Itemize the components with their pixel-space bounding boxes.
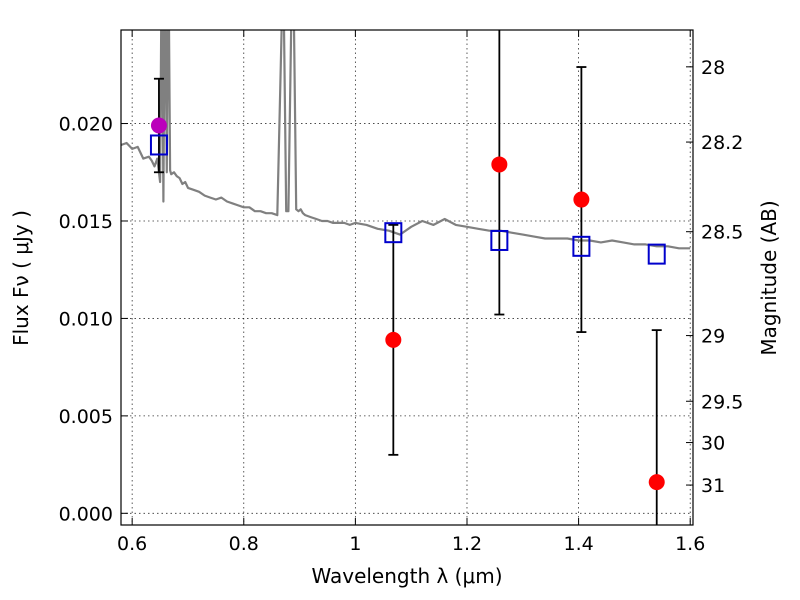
model-photometry-square [572, 235, 591, 257]
y-tick-label: 0.005 [59, 406, 113, 428]
observed-point [648, 474, 665, 491]
x-tick-label: 1.6 [675, 533, 705, 555]
model-photometry-square [490, 229, 509, 251]
x-axis-label: Wavelength λ (μm) [311, 564, 502, 588]
y2-tick-label: 29.5 [701, 391, 743, 413]
x-axis-ticks: 0.6 0.8 1 1.2 1.4 1.6 [117, 30, 705, 555]
x-tick-label: 0.8 [229, 533, 259, 555]
x-tick-label: 1.2 [452, 533, 482, 555]
y-tick-label: 0.015 [59, 211, 113, 233]
x-tick-label: 1 [349, 533, 361, 555]
model-photometry-square [647, 243, 666, 265]
spectrum-line [121, 30, 691, 250]
y2-tick-label: 28.2 [701, 132, 743, 154]
y-tick-label: 0.000 [59, 503, 113, 525]
y2-tick-label: 30 [701, 433, 725, 455]
y-tick-label: 0.020 [59, 114, 113, 136]
observed-point [491, 156, 508, 173]
observed-point [573, 191, 590, 208]
model-photometry-square [384, 222, 403, 244]
y2-tick-label: 29 [701, 326, 725, 348]
y-tick-label: 0.010 [59, 308, 113, 330]
y2-tick-label: 28 [701, 57, 725, 79]
observed-point [385, 331, 402, 348]
model-photometry-square [149, 134, 168, 156]
y2-axis-ticks: 28 28.2 28.5 29 29.5 30 31 [686, 57, 743, 497]
observed-point [150, 117, 167, 134]
y-axis-label: Flux Fν ( μJy ) [9, 210, 33, 346]
y2-axis-label: Magnitude (AB) [757, 200, 781, 355]
y2-tick-label: 28.5 [701, 222, 743, 244]
plot-frame [120, 29, 694, 526]
x-tick-label: 0.6 [117, 533, 147, 555]
y-axis-ticks: 0.000 0.005 0.010 0.015 0.020 [59, 114, 128, 525]
plot-area [121, 30, 691, 525]
x-tick-label: 1.4 [563, 533, 593, 555]
gridlines [121, 30, 693, 525]
y2-tick-label: 31 [701, 475, 725, 497]
